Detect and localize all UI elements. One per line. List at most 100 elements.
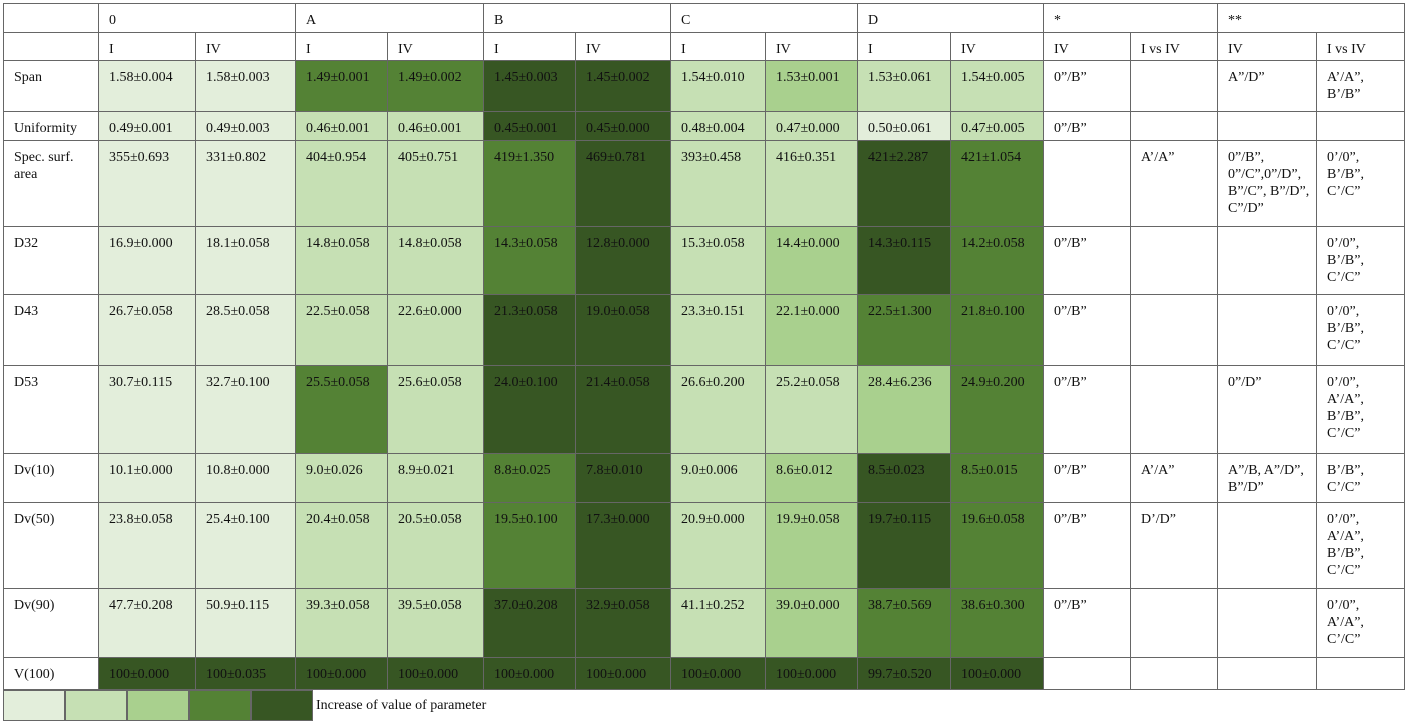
value-cell: 0.45±0.001 xyxy=(483,111,576,141)
corner-cell xyxy=(3,3,99,33)
legend-swatch xyxy=(65,690,127,721)
row-label: Span xyxy=(3,60,99,112)
value-cell: 24.0±0.100 xyxy=(483,365,576,454)
value-cell: 0.46±0.001 xyxy=(387,111,484,141)
value-cell: 26.7±0.058 xyxy=(98,294,196,366)
value-cell: 25.4±0.100 xyxy=(195,502,296,589)
row-label: V(100) xyxy=(3,657,99,690)
note-cell xyxy=(1130,111,1218,141)
sub-header: I xyxy=(483,32,576,61)
value-cell: 19.7±0.115 xyxy=(857,502,951,589)
value-cell: 39.3±0.058 xyxy=(295,588,388,658)
table-row: D53 30.7±0.115 32.7±0.100 25.5±0.058 25.6±0.… xyxy=(3,365,1405,454)
note-cell: 0”/D” xyxy=(1217,365,1317,454)
value-cell: 405±0.751 xyxy=(387,140,484,227)
sub-header: IV xyxy=(1217,32,1317,61)
value-cell: 416±0.351 xyxy=(765,140,858,227)
value-cell: 8.8±0.025 xyxy=(483,453,576,503)
row-label: D43 xyxy=(3,294,99,366)
value-cell: 100±0.000 xyxy=(295,657,388,690)
value-cell: 100±0.000 xyxy=(670,657,766,690)
legend-swatch xyxy=(251,690,313,721)
value-cell: 37.0±0.208 xyxy=(483,588,576,658)
value-cell: 8.6±0.012 xyxy=(765,453,858,503)
value-cell: 39.0±0.000 xyxy=(765,588,858,658)
value-cell: 0.46±0.001 xyxy=(295,111,388,141)
value-cell: 7.8±0.010 xyxy=(575,453,671,503)
group-header: * xyxy=(1043,3,1218,33)
group-header: D xyxy=(857,3,1044,33)
value-cell: 0.48±0.004 xyxy=(670,111,766,141)
table-row: Dv(50) 23.8±0.058 25.4±0.100 20.4±0.058 20.5… xyxy=(3,502,1405,589)
row-label: D32 xyxy=(3,226,99,295)
sub-header: I vs IV xyxy=(1316,32,1405,61)
note-cell: A’/A”, B’/B” xyxy=(1316,60,1405,112)
value-cell: 1.53±0.061 xyxy=(857,60,951,112)
table-row: D32 16.9±0.000 18.1±0.058 14.8±0.058 14.8±0.… xyxy=(3,226,1405,295)
value-cell: 0.50±0.061 xyxy=(857,111,951,141)
value-cell: 18.1±0.058 xyxy=(195,226,296,295)
value-cell: 19.0±0.058 xyxy=(575,294,671,366)
note-cell: 0”/B” xyxy=(1043,111,1131,141)
value-cell: 19.5±0.100 xyxy=(483,502,576,589)
sub-header: I xyxy=(295,32,388,61)
note-cell: 0”/B” xyxy=(1043,294,1131,366)
note-cell: A”/D” xyxy=(1217,60,1317,112)
note-cell: 0”/B”, 0”/C”,0”/D”, B”/C”, B”/D”, C”/D” xyxy=(1217,140,1317,227)
value-cell: 21.4±0.058 xyxy=(575,365,671,454)
table: 0 A B C D * ** I IV I IV I IV I IV I IV IV I vs IV IV I vs I… xyxy=(3,3,1405,690)
value-cell: 9.0±0.026 xyxy=(295,453,388,503)
row-label: Dv(10) xyxy=(3,453,99,503)
sub-header: IV xyxy=(195,32,296,61)
value-cell: 26.6±0.200 xyxy=(670,365,766,454)
value-cell: 100±0.000 xyxy=(98,657,196,690)
note-cell xyxy=(1217,294,1317,366)
note-cell xyxy=(1130,588,1218,658)
value-cell: 20.5±0.058 xyxy=(387,502,484,589)
value-cell: 10.8±0.000 xyxy=(195,453,296,503)
value-cell: 100±0.035 xyxy=(195,657,296,690)
value-cell: 8.9±0.021 xyxy=(387,453,484,503)
value-cell: 10.1±0.000 xyxy=(98,453,196,503)
note-cell xyxy=(1130,294,1218,366)
value-cell: 16.9±0.000 xyxy=(98,226,196,295)
table-row: D43 26.7±0.058 28.5±0.058 22.5±0.058 22.6±0.… xyxy=(3,294,1405,366)
row-label: Spec. surf. area xyxy=(3,140,99,227)
value-cell: 14.4±0.000 xyxy=(765,226,858,295)
value-cell: 23.8±0.058 xyxy=(98,502,196,589)
value-cell: 23.3±0.151 xyxy=(670,294,766,366)
note-cell xyxy=(1130,365,1218,454)
note-cell xyxy=(1130,226,1218,295)
value-cell: 393±0.458 xyxy=(670,140,766,227)
value-cell: 404±0.954 xyxy=(295,140,388,227)
value-cell: 421±2.287 xyxy=(857,140,951,227)
value-cell: 469±0.781 xyxy=(575,140,671,227)
note-cell xyxy=(1217,226,1317,295)
value-cell: 8.5±0.023 xyxy=(857,453,951,503)
value-cell: 1.45±0.002 xyxy=(575,60,671,112)
note-cell xyxy=(1130,60,1218,112)
value-cell: 1.45±0.003 xyxy=(483,60,576,112)
value-cell: 331±0.802 xyxy=(195,140,296,227)
note-cell xyxy=(1217,588,1317,658)
group-header: A xyxy=(295,3,484,33)
note-cell: 0’/0”, B’/B”, C’/C” xyxy=(1316,226,1405,295)
group-header: 0 xyxy=(98,3,296,33)
row-label: D53 xyxy=(3,365,99,454)
sub-header: I xyxy=(857,32,951,61)
sub-header: IV xyxy=(387,32,484,61)
note-cell: 0”/B” xyxy=(1043,60,1131,112)
value-cell: 17.3±0.000 xyxy=(575,502,671,589)
value-cell: 419±1.350 xyxy=(483,140,576,227)
value-cell: 14.3±0.058 xyxy=(483,226,576,295)
value-cell: 99.7±0.520 xyxy=(857,657,951,690)
value-cell: 25.6±0.058 xyxy=(387,365,484,454)
value-cell: 14.8±0.058 xyxy=(295,226,388,295)
sub-header: IV xyxy=(765,32,858,61)
note-cell: A’/A” xyxy=(1130,453,1218,503)
note-cell xyxy=(1043,140,1131,227)
value-cell: 0.47±0.005 xyxy=(950,111,1044,141)
note-cell xyxy=(1217,657,1317,690)
value-cell: 0.49±0.003 xyxy=(195,111,296,141)
value-cell: 0.45±0.000 xyxy=(575,111,671,141)
